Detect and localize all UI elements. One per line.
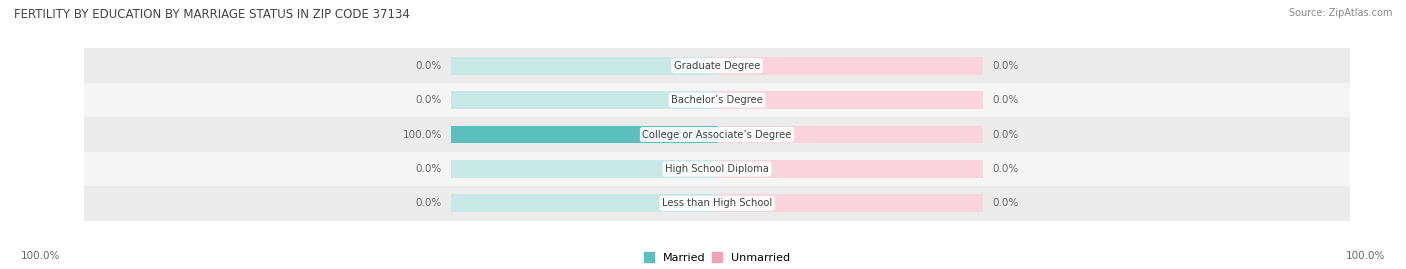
Text: 0.0%: 0.0% bbox=[993, 164, 1018, 174]
Bar bbox=[717, 91, 983, 109]
Text: 0.0%: 0.0% bbox=[416, 164, 441, 174]
Text: 0.0%: 0.0% bbox=[993, 61, 1018, 71]
Text: Graduate Degree: Graduate Degree bbox=[673, 61, 761, 71]
Text: 0.0%: 0.0% bbox=[993, 198, 1018, 208]
Text: FERTILITY BY EDUCATION BY MARRIAGE STATUS IN ZIP CODE 37134: FERTILITY BY EDUCATION BY MARRIAGE STATU… bbox=[14, 8, 411, 21]
Bar bbox=[717, 194, 983, 212]
Text: 0.0%: 0.0% bbox=[993, 95, 1018, 105]
Text: 100.0%: 100.0% bbox=[402, 129, 441, 140]
Bar bbox=[717, 57, 983, 75]
Bar bbox=[717, 160, 983, 178]
Bar bbox=[84, 83, 1350, 117]
Bar bbox=[451, 160, 717, 178]
Bar bbox=[717, 126, 983, 143]
Bar bbox=[84, 152, 1350, 186]
Text: 0.0%: 0.0% bbox=[416, 61, 441, 71]
Bar bbox=[84, 48, 1350, 83]
Text: 100.0%: 100.0% bbox=[1346, 251, 1385, 261]
Text: 0.0%: 0.0% bbox=[416, 95, 441, 105]
Text: 0.0%: 0.0% bbox=[416, 198, 441, 208]
Bar bbox=[451, 57, 717, 75]
Text: High School Diploma: High School Diploma bbox=[665, 164, 769, 174]
Bar bbox=[451, 91, 717, 109]
Text: Less than High School: Less than High School bbox=[662, 198, 772, 208]
Bar bbox=[451, 194, 717, 212]
Text: Source: ZipAtlas.com: Source: ZipAtlas.com bbox=[1288, 8, 1392, 18]
Bar bbox=[451, 126, 717, 143]
Bar bbox=[84, 117, 1350, 152]
Legend: Married, Unmarried: Married, Unmarried bbox=[644, 252, 790, 263]
Text: 100.0%: 100.0% bbox=[21, 251, 60, 261]
Text: Bachelor’s Degree: Bachelor’s Degree bbox=[671, 95, 763, 105]
Bar bbox=[451, 126, 717, 143]
Text: College or Associate’s Degree: College or Associate’s Degree bbox=[643, 129, 792, 140]
Text: 0.0%: 0.0% bbox=[993, 129, 1018, 140]
Bar bbox=[84, 186, 1350, 221]
